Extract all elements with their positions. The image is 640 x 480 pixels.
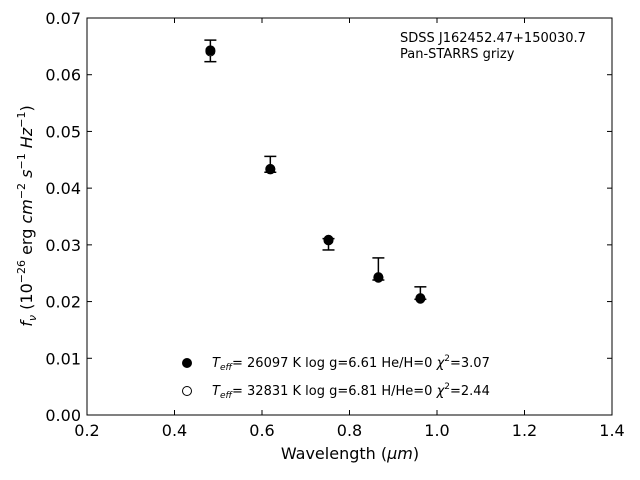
y-tick-label: 0.05 <box>45 122 81 141</box>
y-tick-label: 0.02 <box>45 293 81 312</box>
x-tick-label: 0.2 <box>74 421 99 440</box>
model-point-filled <box>323 234 334 245</box>
y-tick-label: 0.07 <box>45 9 81 28</box>
legend-marker-open <box>182 386 192 396</box>
legend-label-2: Teff= 32831 K log g=6.81 H/He=0 χ2=2.44 <box>212 382 490 401</box>
x-tick-label: 0.6 <box>249 421 274 440</box>
y-tick-label: 0.01 <box>45 349 81 368</box>
legend-marker-filled <box>182 358 192 368</box>
x-tick-label: 0.8 <box>337 421 362 440</box>
annotation-line-1: SDSS J162452.47+150030.7 <box>400 31 586 46</box>
legend-label-1: Teff= 26097 K log g=6.61 He/H=0 χ2=3.07 <box>212 354 490 373</box>
x-tick-label: 1.4 <box>599 421 624 440</box>
model-point-filled <box>265 163 276 174</box>
y-tick-label: 0.04 <box>45 179 81 198</box>
y-axis-label: fν (10−26 erg cm−2 s−1 Hz−1) <box>15 105 39 326</box>
markers <box>205 45 426 304</box>
ticks: 0.2 0.4 0.6 0.8 1.0 1.2 1.4 0.00 0.01 0.02 0.03 0.0… <box>45 9 624 440</box>
x-axis-label: Wavelength (μm) <box>281 444 419 463</box>
model-point-filled <box>415 293 426 304</box>
y-tick-label: 0.03 <box>45 236 81 255</box>
x-tick-label: 0.4 <box>162 421 187 440</box>
annotation-line-2: Pan-STARRS grizy <box>400 47 515 62</box>
error-bars <box>204 39 427 301</box>
model-point-filled <box>205 45 216 56</box>
y-tick-label: 0.00 <box>45 406 81 425</box>
x-tick-label: 1.0 <box>424 421 449 440</box>
y-tick-label: 0.06 <box>45 66 81 85</box>
x-tick-label: 1.2 <box>512 421 537 440</box>
model-point-filled <box>373 272 384 283</box>
